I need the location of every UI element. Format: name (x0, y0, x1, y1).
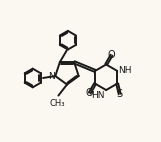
Text: O: O (86, 88, 94, 98)
Text: N: N (49, 72, 55, 81)
Text: NH: NH (118, 66, 132, 75)
Text: S: S (117, 89, 123, 99)
Text: CH₃: CH₃ (49, 99, 65, 107)
Text: HN: HN (91, 91, 105, 100)
Text: O: O (108, 50, 115, 60)
